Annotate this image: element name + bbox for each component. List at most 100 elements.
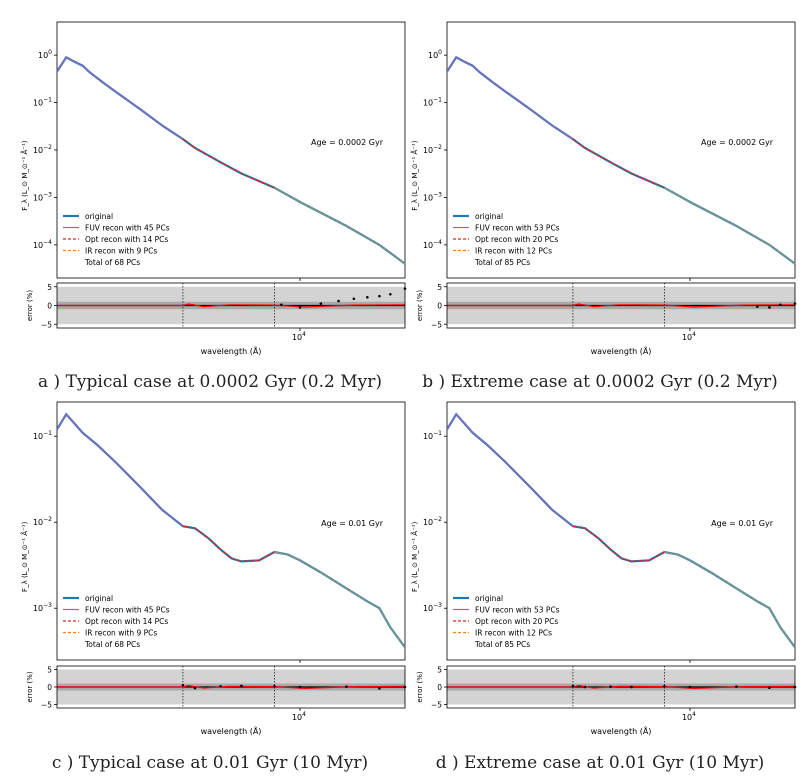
legend: original FUV recon with 45 PCs Opt recon w… <box>63 594 170 649</box>
error-y-axis-label: error (%) <box>26 290 34 322</box>
error-point <box>663 685 666 688</box>
error-y-tick-label: −5 <box>41 701 52 710</box>
error-point <box>273 685 276 688</box>
y-tick-label: 10−1 <box>33 97 52 108</box>
error-line <box>57 684 406 690</box>
series-ir-overlay <box>274 187 406 265</box>
legend-entry: original <box>85 594 113 603</box>
panel-c: 10−1 10−2 10−3 F_λ (L_⊙ M_⊙⁻¹ Å⁻¹) Age = 0.0… <box>20 401 407 736</box>
series-ir-overlay <box>274 551 406 648</box>
error-point <box>319 302 323 305</box>
caption-d: d ) Extreme case at 0.01 Gyr (10 Myr) <box>435 753 765 773</box>
x-axis-label: wavelength (Å) <box>201 725 262 736</box>
error-point <box>193 686 197 690</box>
legend-entry: IR recon with 12 PCs <box>475 629 552 638</box>
x-tick-label: 104 <box>682 331 696 342</box>
y-axis-label: F_λ (L_⊙ M_⊙⁻¹ Å⁻¹) <box>410 140 419 211</box>
y-tick-label: 10−4 <box>33 239 52 250</box>
age-annotation: Age = 0.0002 Gyr <box>701 138 774 147</box>
error-point <box>240 684 243 688</box>
age-annotation: Age = 0.01 Gyr <box>321 519 384 528</box>
error-point <box>378 294 381 298</box>
series-fuv-recon <box>56 56 184 140</box>
error-y-tick-label: 0 <box>437 302 442 311</box>
age-annotation: Age = 0.0002 Gyr <box>311 138 384 147</box>
y-axis-label: F_λ (L_⊙ M_⊙⁻¹ Å⁻¹) <box>20 521 29 592</box>
error-point <box>389 292 392 296</box>
legend-entry: FUV recon with 45 PCs <box>85 224 170 233</box>
error-point <box>756 305 759 308</box>
legend-entry: Total of 68 PCs <box>84 640 140 649</box>
error-point <box>298 306 302 309</box>
main-axes-frame <box>446 21 796 279</box>
error-y-tick-label: −5 <box>41 320 52 329</box>
legend-entry: Opt recon with 14 PCs <box>85 617 168 626</box>
series-opt-recon <box>572 138 665 189</box>
legend: original FUV recon with 53 PCs Opt recon w… <box>453 212 560 267</box>
series-fuv-recon <box>446 56 574 140</box>
legend-entry: Opt recon with 20 PCs <box>475 617 558 626</box>
error-point <box>688 685 692 689</box>
legend-entry: original <box>475 594 503 603</box>
legend-entry: Opt recon with 14 PCs <box>85 235 168 244</box>
panel-b: 100 10−1 10−2 10−3 10−4 F_λ (L_⊙ M_⊙⁻¹ Å⁻¹) Ag… <box>410 21 797 356</box>
y-tick-label: 10−1 <box>33 430 52 441</box>
age-annotation: Age = 0.01 Gyr <box>711 519 774 528</box>
caption-b: b ) Extreme case at 0.0002 Gyr (0.2 Myr) <box>422 372 778 392</box>
x-tick-label: 104 <box>292 711 306 722</box>
y-tick-label: 100 <box>428 49 442 60</box>
x-tick-label: 104 <box>292 331 306 342</box>
series-opt-recon <box>182 138 275 189</box>
legend-entry: Opt recon with 20 PCs <box>475 235 558 244</box>
error-point <box>352 297 356 301</box>
y-tick-label: 10−2 <box>423 144 442 155</box>
error-line <box>57 303 406 308</box>
error-line <box>447 303 796 308</box>
legend-entry: Total of 85 PCs <box>474 640 530 649</box>
legend-entry: IR recon with 9 PCs <box>85 247 157 256</box>
y-axis-label: F_λ (L_⊙ M_⊙⁻¹ Å⁻¹) <box>410 521 419 592</box>
y-tick-label: 10−3 <box>33 602 52 613</box>
caption-c: c ) Typical case at 0.01 Gyr (10 Myr) <box>51 753 369 773</box>
y-tick-label: 100 <box>38 49 52 60</box>
main-axes-frame <box>446 401 796 661</box>
y-tick-label: 10−4 <box>423 239 442 250</box>
y-tick-label: 10−3 <box>33 191 52 202</box>
error-y-tick-label: 5 <box>47 666 52 675</box>
y-tick-label: 10−2 <box>423 516 442 527</box>
error-y-tick-label: 5 <box>437 666 442 675</box>
y-tick-label: 10−1 <box>423 430 442 441</box>
legend-entry: FUV recon with 53 PCs <box>475 606 560 615</box>
legend: original FUV recon with 45 PCs Opt recon w… <box>63 212 170 267</box>
error-point <box>366 295 369 299</box>
error-point <box>768 686 771 689</box>
series-opt-recon <box>572 525 665 563</box>
error-point <box>378 687 381 690</box>
error-y-axis-label: error (%) <box>416 290 424 322</box>
legend-entry: Total of 68 PCs <box>84 258 140 267</box>
series-opt-recon <box>182 525 275 563</box>
y-tick-label: 10−3 <box>423 191 442 202</box>
legend: original FUV recon with 53 PCs Opt recon w… <box>453 594 560 649</box>
series-ir-overlay <box>664 187 796 265</box>
error-point <box>609 685 612 688</box>
caption-a: a ) Typical case at 0.0002 Gyr (0.2 Myr) <box>38 372 382 392</box>
legend-entry: original <box>475 212 503 221</box>
error-point <box>345 685 348 688</box>
error-point <box>219 685 222 688</box>
legend-entry: IR recon with 9 PCs <box>85 629 157 638</box>
x-axis-label: wavelength (Å) <box>591 725 652 736</box>
y-axis-label: F_λ (L_⊙ M_⊙⁻¹ Å⁻¹) <box>20 140 29 211</box>
error-y-axis-label: error (%) <box>416 671 424 703</box>
legend-entry: IR recon with 12 PCs <box>475 247 552 256</box>
error-point <box>181 683 185 687</box>
series-fuv-recon <box>446 413 574 527</box>
series-fuv-recon <box>56 413 184 527</box>
y-tick-label: 10−1 <box>423 97 442 108</box>
error-point <box>735 685 738 688</box>
y-tick-label: 10−3 <box>423 602 442 613</box>
error-point <box>280 303 283 307</box>
error-point <box>337 299 340 303</box>
x-tick-label: 104 <box>682 711 696 722</box>
